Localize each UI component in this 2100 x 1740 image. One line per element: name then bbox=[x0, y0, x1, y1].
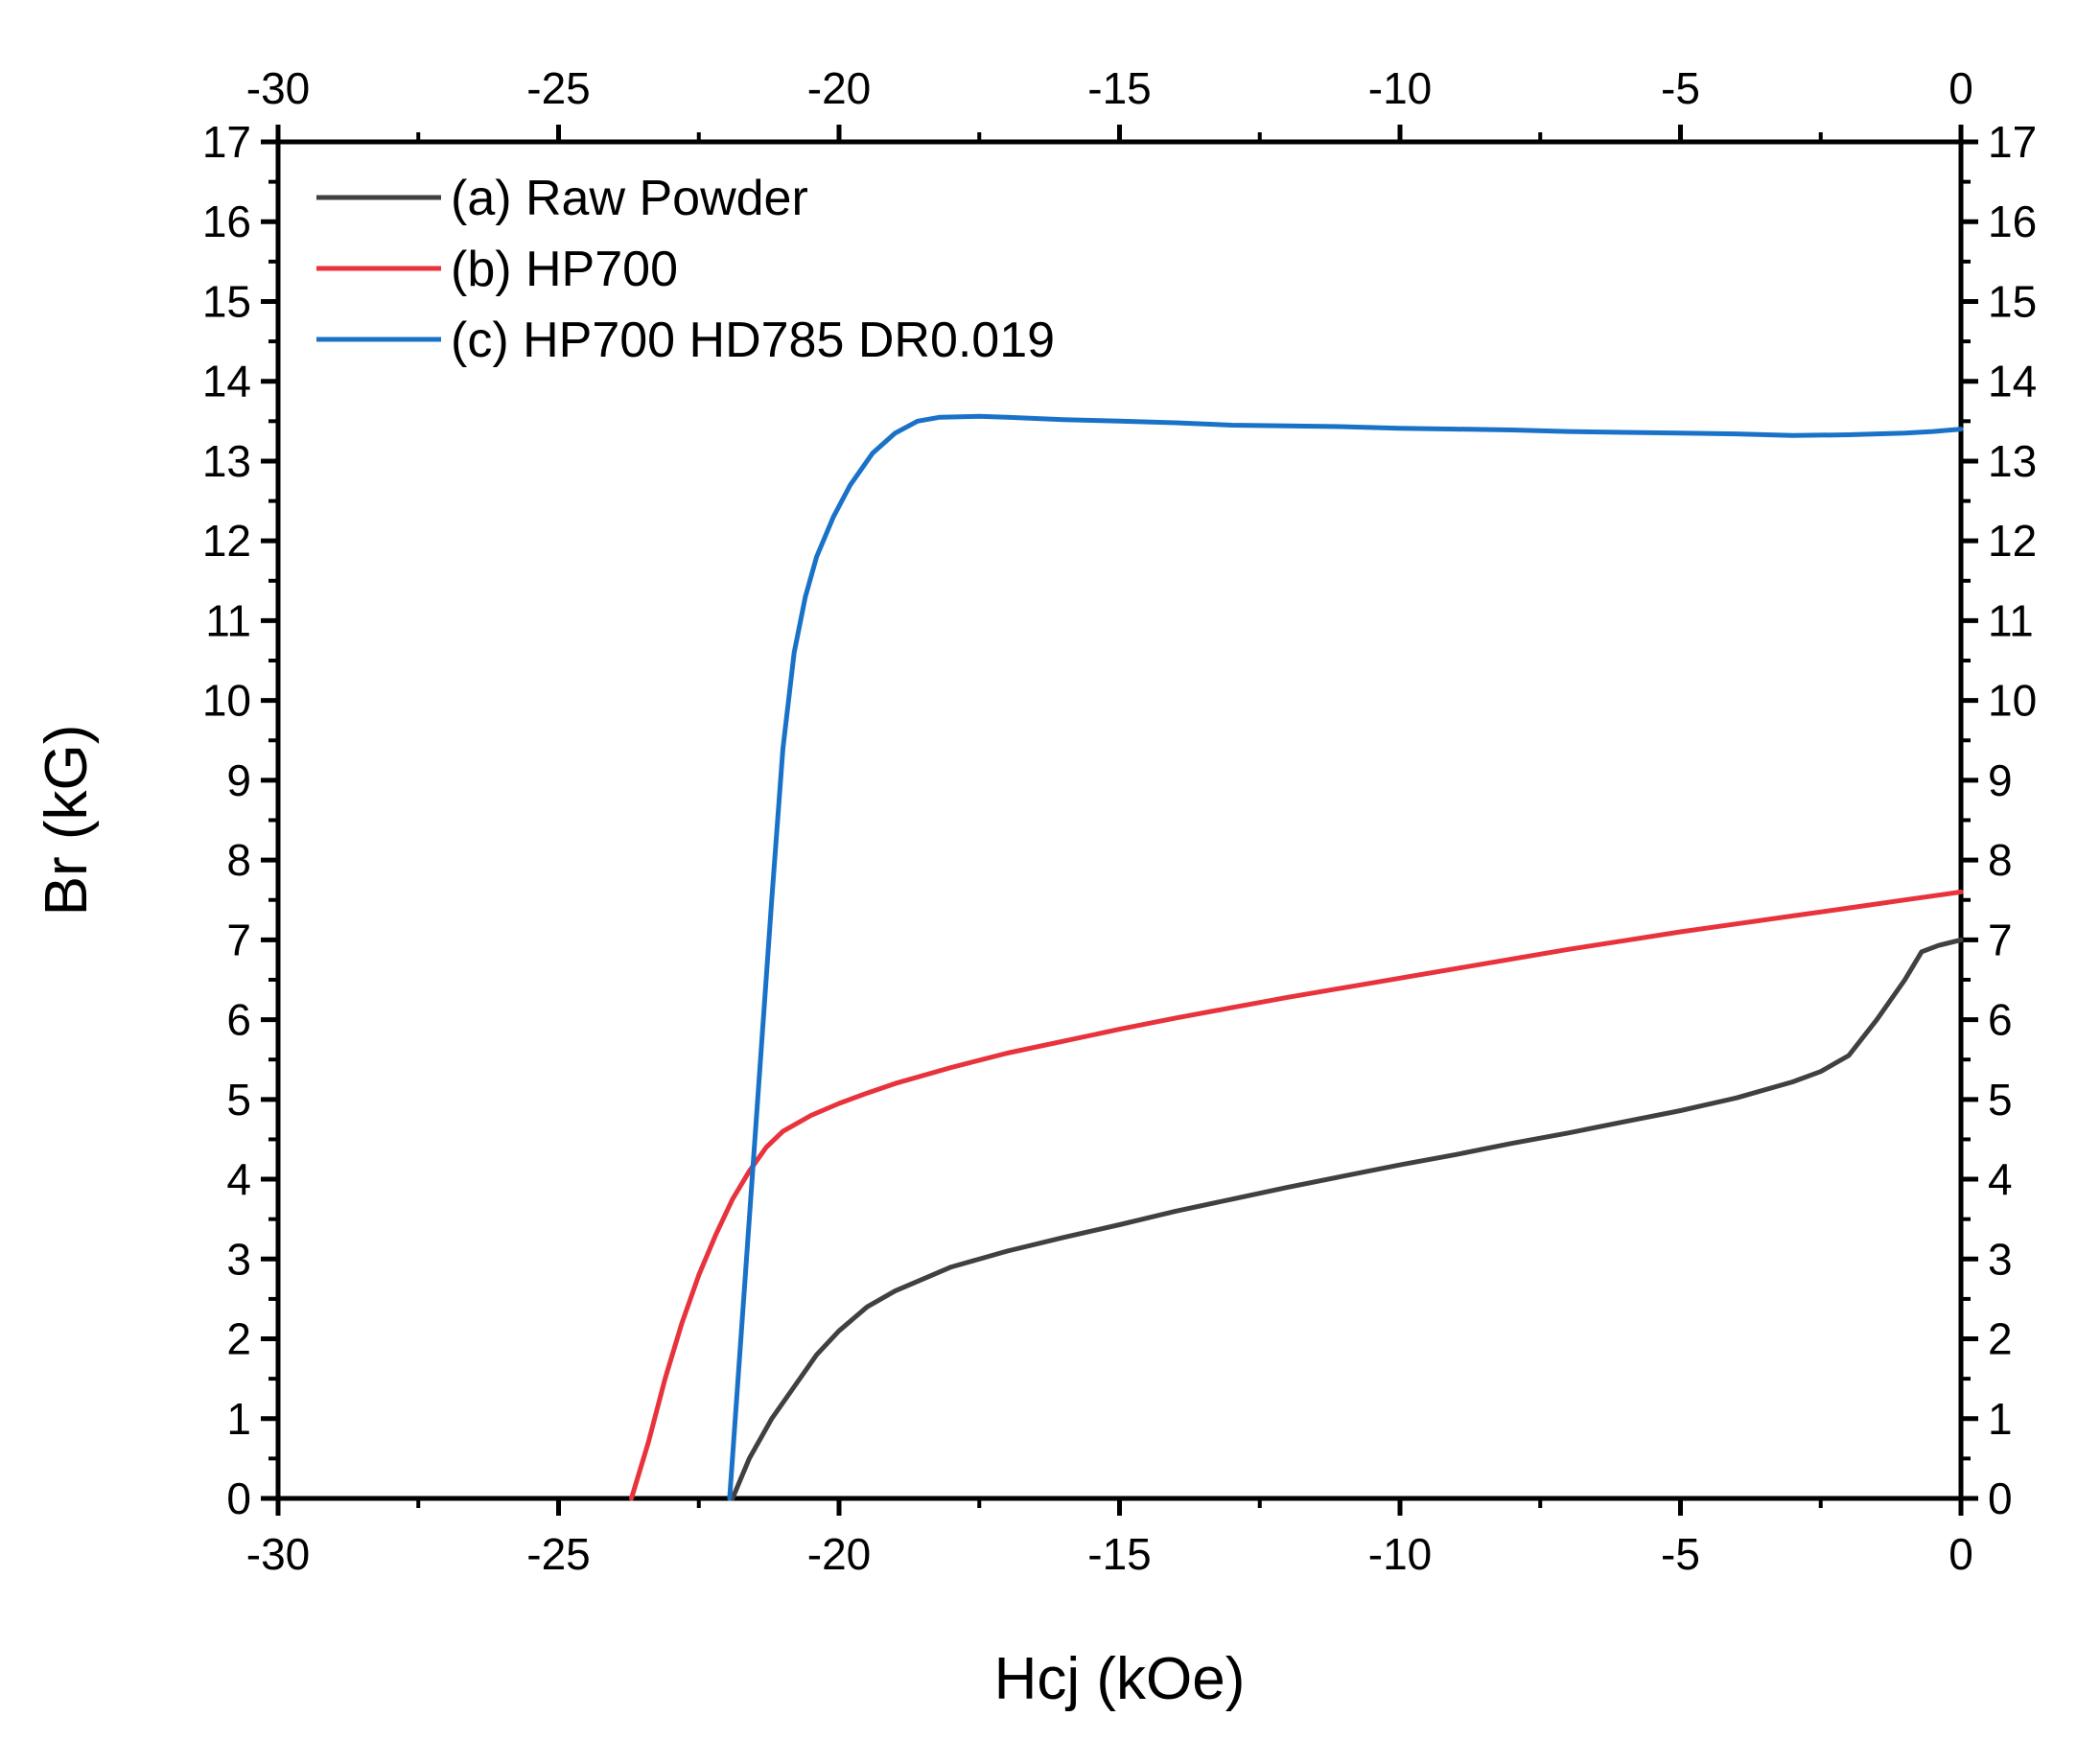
x-tick-label-top: -20 bbox=[807, 63, 871, 113]
y-tick-label-left: 11 bbox=[205, 595, 251, 645]
legend-label-c-hp700-hd785-dr0-019: (c) HP700 HD785 DR0.019 bbox=[451, 313, 1055, 368]
y-tick-label-right: 2 bbox=[1988, 1314, 2013, 1364]
y-tick-label-right: 6 bbox=[1988, 995, 2013, 1045]
y-tick-label-left: 12 bbox=[202, 516, 251, 566]
y-tick-label-right: 11 bbox=[1988, 595, 2034, 645]
x-tick-label-bottom: -15 bbox=[1087, 1529, 1151, 1579]
x-axis-title: Hcj (kOe) bbox=[994, 1646, 1246, 1712]
x-tick-label-top: -5 bbox=[1661, 63, 1700, 113]
y-tick-label-right: 15 bbox=[1988, 276, 2037, 326]
x-tick-label-bottom: -20 bbox=[807, 1529, 871, 1579]
y-tick-label-right: 9 bbox=[1988, 755, 2013, 805]
legend-label-a-raw-powder: (a) Raw Powder bbox=[451, 171, 808, 226]
legend-label-b-hp700: (b) HP700 bbox=[451, 242, 678, 297]
y-tick-label-right: 3 bbox=[1988, 1234, 2013, 1284]
x-tick-label-bottom: -30 bbox=[246, 1529, 310, 1579]
y-tick-label-right: 8 bbox=[1988, 835, 2013, 885]
x-tick-label-top: -10 bbox=[1368, 63, 1432, 113]
x-tick-label-top: -30 bbox=[246, 63, 310, 113]
x-tick-label-top: -25 bbox=[526, 63, 590, 113]
x-tick-label-bottom: -10 bbox=[1368, 1529, 1432, 1579]
y-tick-label-left: 8 bbox=[226, 835, 251, 885]
y-tick-label-right: 1 bbox=[1988, 1394, 2013, 1444]
x-tick-label-bottom: 0 bbox=[1948, 1529, 1973, 1579]
series-line-b-hp700 bbox=[629, 889, 1964, 1501]
series-line-a-raw-powder bbox=[730, 937, 1964, 1501]
y-tick-label-left: 1 bbox=[226, 1394, 251, 1444]
y-tick-label-right: 4 bbox=[1988, 1154, 2013, 1204]
y-tick-label-right: 0 bbox=[1988, 1473, 2013, 1523]
y-tick-label-right: 7 bbox=[1988, 915, 2013, 964]
y-tick-label-left: 9 bbox=[226, 755, 251, 805]
x-tick-label-bottom: -25 bbox=[526, 1529, 590, 1579]
y-tick-label-left: 13 bbox=[202, 436, 251, 486]
y-tick-label-right: 17 bbox=[1988, 117, 2037, 167]
y-tick-label-left: 16 bbox=[202, 197, 251, 246]
y-tick-label-right: 16 bbox=[1988, 197, 2037, 246]
y-tick-label-left: 0 bbox=[226, 1473, 251, 1523]
legend: (a) Raw Powder (b) HP700 (c) HP700 HD785 D… bbox=[316, 171, 1055, 368]
y-tick-label-left: 5 bbox=[226, 1075, 251, 1125]
y-tick-label-right: 12 bbox=[1988, 516, 2037, 566]
y-tick-label-right: 10 bbox=[1988, 676, 2037, 726]
y-axis-title: Br (kG) bbox=[34, 725, 100, 916]
y-tick-label-right: 5 bbox=[1988, 1075, 2013, 1125]
y-tick-label-left: 15 bbox=[202, 276, 251, 326]
x-tick-label-bottom: -5 bbox=[1661, 1529, 1700, 1579]
y-tick-label-left: 10 bbox=[202, 676, 251, 726]
series-line-c-hp700-hd785-dr0-019 bbox=[727, 413, 1964, 1501]
x-tick-label-top: -15 bbox=[1087, 63, 1151, 113]
y-tick-label-left: 14 bbox=[202, 357, 251, 406]
y-tick-label-right: 14 bbox=[1988, 357, 2037, 406]
y-tick-label-right: 13 bbox=[1988, 436, 2037, 486]
y-tick-label-left: 4 bbox=[226, 1154, 251, 1204]
y-tick-label-left: 6 bbox=[226, 995, 251, 1045]
x-tick-label-top: 0 bbox=[1948, 63, 1973, 113]
y-tick-label-left: 3 bbox=[226, 1234, 251, 1284]
y-tick-label-left: 7 bbox=[226, 915, 251, 964]
y-tick-label-left: 17 bbox=[202, 117, 251, 167]
y-tick-label-left: 2 bbox=[226, 1314, 251, 1364]
series-layer bbox=[629, 413, 1964, 1501]
